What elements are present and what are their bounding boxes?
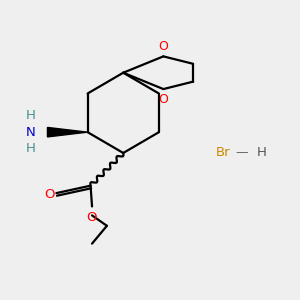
Text: O: O <box>158 93 168 106</box>
Text: N: N <box>26 126 35 139</box>
Text: —: — <box>236 146 248 160</box>
Text: H: H <box>26 142 36 155</box>
Text: O: O <box>158 40 168 53</box>
Text: H: H <box>26 109 36 122</box>
Text: H: H <box>257 146 267 160</box>
Text: O: O <box>86 211 97 224</box>
Text: O: O <box>45 188 55 201</box>
Text: Br: Br <box>215 146 230 160</box>
Polygon shape <box>47 128 88 137</box>
